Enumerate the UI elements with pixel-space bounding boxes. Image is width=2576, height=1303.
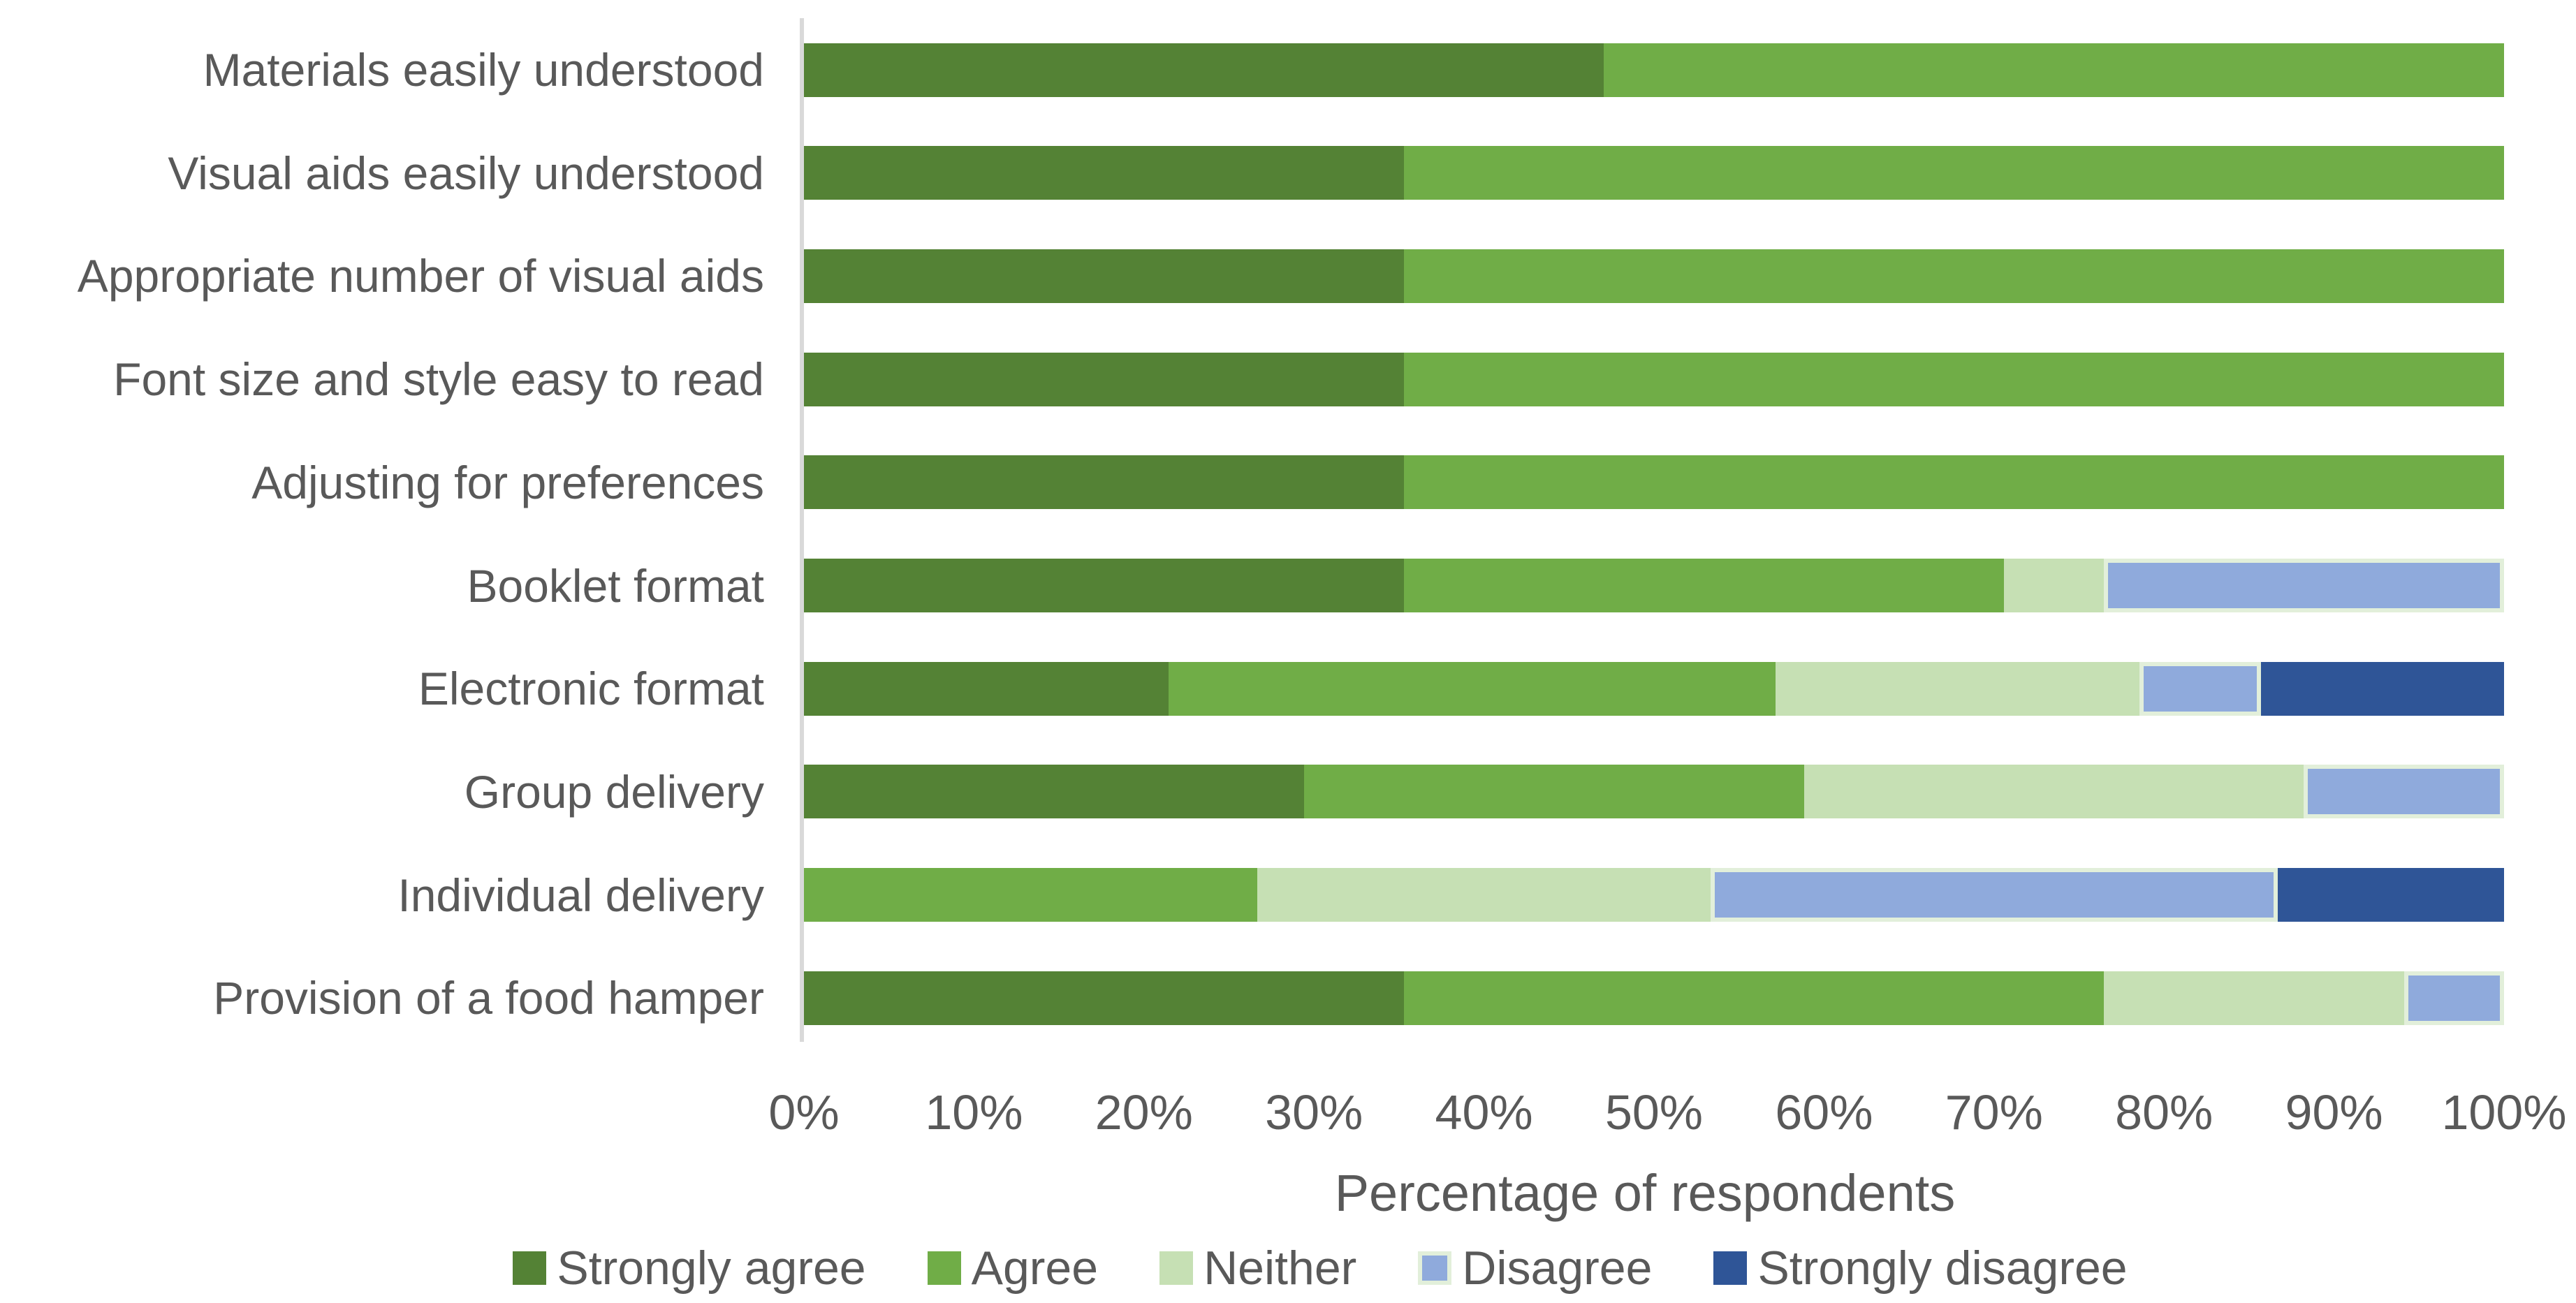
bar-row [804, 971, 2504, 1025]
category-label: Electronic format [418, 663, 764, 715]
bar-segment-strongly-agree [804, 661, 1169, 716]
bar-row [804, 249, 2504, 303]
legend-item-neither: Neither [1159, 1244, 1356, 1292]
category-label: Provision of a food hamper [213, 972, 764, 1024]
bar-segment-neither [1257, 868, 1711, 922]
bar-segment-strongly-agree [804, 249, 1404, 303]
x-axis-tick-label: 20% [1095, 1085, 1193, 1140]
x-axis-tick-label: 50% [1604, 1085, 1704, 1140]
bar-segment-disagree [2403, 971, 2504, 1025]
x-axis-tick-label: 30% [1265, 1085, 1363, 1140]
bar-segment-agree [1403, 455, 2504, 510]
bar-segment-strongly-disagree [2261, 661, 2504, 716]
bar-row [804, 43, 2504, 97]
category-label: Font size and style easy to read [113, 353, 764, 406]
legend-swatch-disagree [1418, 1251, 1452, 1285]
x-axis-tick-label: 80% [2115, 1085, 2213, 1140]
bar-segment-neither [2003, 559, 2105, 612]
bar-segment-strongly-agree [804, 559, 1404, 612]
bar-row [804, 352, 2504, 406]
x-axis-tick-label: 70% [1945, 1085, 2043, 1140]
legend-label: Agree [971, 1242, 1099, 1295]
legend-item-strongly-disagree: Strongly disagree [1713, 1242, 2128, 1295]
category-label: Adjusting for preferences [251, 456, 764, 508]
category-label: Booklet format [467, 559, 764, 612]
bar-segment-neither [1803, 765, 2304, 819]
legend-item-strongly-agree: Strongly agree [513, 1242, 866, 1295]
bar-segment-strongly-disagree [2277, 868, 2504, 922]
legend-swatch-neither [1159, 1251, 1194, 1285]
bar-segment-disagree [2304, 765, 2504, 819]
x-axis-tick-label: 60% [1775, 1085, 1873, 1140]
bar-segment-agree [1604, 43, 2504, 97]
category-label: Visual aids easily understood [168, 147, 764, 199]
category-label: Materials easily understood [203, 44, 764, 96]
bar-segment-agree [1303, 765, 1804, 819]
legend-swatch-strongly-agree [513, 1251, 547, 1285]
bar-row [804, 455, 2504, 510]
x-axis-tick-label: 40% [1435, 1085, 1533, 1140]
chart-legend: Strongly agree Agree Neither Disagree Strong… [32, 1244, 2576, 1292]
bar-segment-strongly-agree [804, 43, 1604, 97]
bar-segment-strongly-agree [804, 352, 1404, 406]
bar-segment-agree [804, 868, 1258, 922]
legend-swatch-strongly-disagree [1713, 1251, 1748, 1285]
legend-swatch-agree [927, 1251, 961, 1285]
bar-segment-disagree [1711, 868, 2278, 922]
legend-item-disagree: Disagree [1418, 1244, 1652, 1292]
bar-row [804, 146, 2504, 200]
bar-segment-agree [1403, 559, 2004, 612]
bar-row [804, 559, 2504, 612]
bar-row [804, 765, 2504, 819]
x-axis-tick-label: 0% [768, 1085, 840, 1140]
bar-row [804, 661, 2504, 716]
bar-segment-strongly-agree [804, 455, 1404, 510]
category-label: Group delivery [464, 765, 764, 818]
bar-segment-disagree [2104, 559, 2504, 612]
bar-segment-strongly-agree [804, 765, 1304, 819]
bar-segment-strongly-agree [804, 971, 1404, 1025]
bar-segment-neither [2104, 971, 2404, 1025]
legend-item-agree: Agree [927, 1242, 1099, 1295]
x-axis-tick-label: 90% [2285, 1085, 2383, 1140]
category-label: Individual delivery [397, 869, 764, 921]
bar-segment-agree [1168, 661, 1776, 716]
bar-segment-disagree [2139, 661, 2262, 716]
bar-segment-agree [1403, 249, 2504, 303]
legend-label: Neither [1203, 1242, 1357, 1295]
legend-label: Strongly agree [557, 1242, 866, 1295]
bar-segment-agree [1403, 352, 2504, 406]
x-axis-tick-label: 100% [2441, 1085, 2567, 1140]
bar-segment-agree [1403, 146, 2504, 200]
bar-segment-neither [1775, 661, 2140, 716]
category-label: Appropriate number of visual aids [77, 250, 764, 302]
bar-segment-agree [1403, 971, 2105, 1025]
legend-label: Disagree [1462, 1242, 1653, 1295]
legend-label: Strongly disagree [1757, 1242, 2128, 1295]
x-axis-title: Percentage of respondents [1334, 1164, 1956, 1222]
bar-row [804, 868, 2504, 922]
bar-segment-strongly-agree [804, 146, 1404, 200]
x-axis-tick-label: 10% [925, 1085, 1023, 1140]
category-axis-line [800, 18, 804, 1042]
